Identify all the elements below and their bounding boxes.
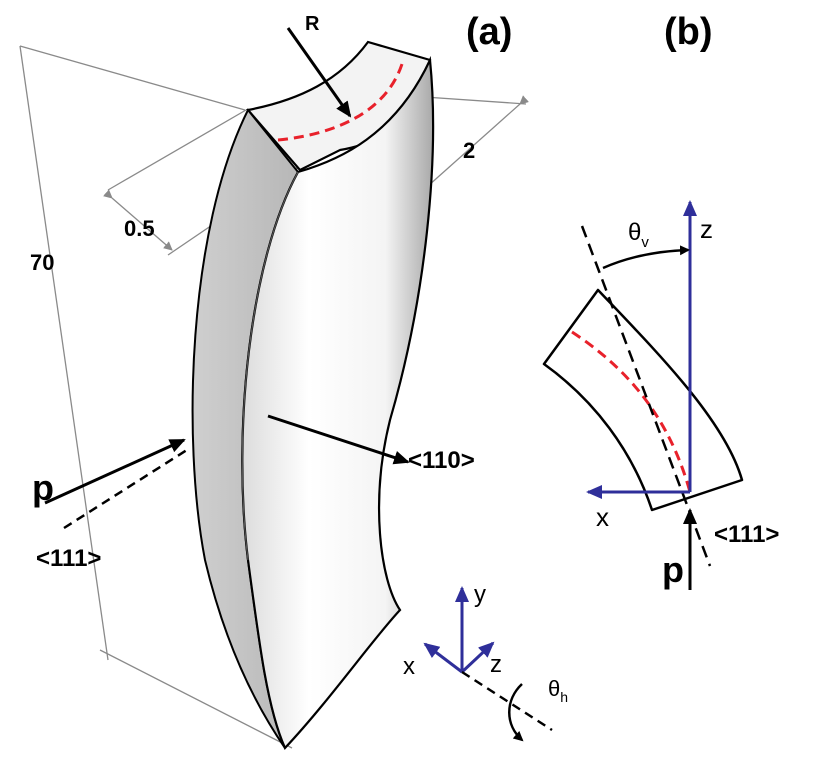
z-axis-arrow	[460, 641, 495, 674]
rotation-arrow-h	[508, 683, 524, 742]
dim-extension-thickness-a	[107, 109, 247, 191]
red-dashed-line-a	[277, 63, 404, 142]
crystal-cross-section-b	[542, 288, 744, 512]
z-axis-label: z	[490, 651, 502, 678]
direction-110-label: <110>	[408, 447, 475, 474]
direction-111-label-a: <111>	[36, 545, 101, 572]
panel-b-label: (b)	[664, 11, 713, 53]
dim-line-70	[19, 45, 109, 661]
direction-111-dashed-b	[580, 225, 712, 567]
dim-label-70: 70	[30, 250, 54, 275]
dim-label-0-5: 0.5	[124, 216, 155, 241]
direction-110-arrow	[267, 414, 410, 465]
dim-label-2: 2	[463, 138, 475, 163]
panel-a-label: (a)	[466, 11, 512, 53]
y-axis-label: y	[474, 581, 486, 608]
x-axis-label: x	[403, 653, 415, 680]
angle-arc-v	[602, 245, 690, 270]
beam-label-a: p	[32, 467, 54, 508]
dim-extension-bottom	[99, 649, 293, 749]
cross-section-outline	[542, 288, 744, 512]
rotation-axis-dashed	[461, 670, 553, 732]
rotation-label-h: θh	[548, 676, 568, 705]
bent-crystal	[191, 40, 435, 750]
beam-label-b: p	[662, 549, 684, 590]
direction-111-dashed-a	[63, 446, 191, 530]
radius-arrow	[286, 27, 352, 118]
dim-line-0-5	[103, 189, 173, 251]
radius-label: R	[305, 13, 320, 35]
direction-111-label-b: <111>	[714, 521, 779, 548]
axes-triad-a: y x z θh	[403, 581, 568, 742]
dim-extension-top	[19, 45, 246, 111]
z-axis-label-b: z	[700, 214, 713, 244]
angle-label-v: θv	[628, 219, 649, 251]
crystal-inner-edge	[241, 171, 299, 561]
x-axis-arrow	[423, 642, 463, 674]
red-dashed-line-b	[571, 330, 692, 493]
beam-arrow-a	[44, 438, 186, 505]
x-axis-label-b: x	[596, 502, 609, 532]
